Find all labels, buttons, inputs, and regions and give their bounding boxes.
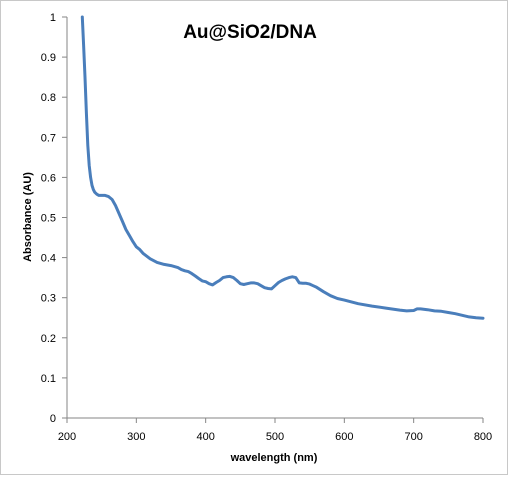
- series-layer: [80, 15, 485, 320]
- y-tick-label: 0.7: [41, 132, 56, 144]
- y-tick-label: 0.4: [41, 253, 56, 265]
- axes: [62, 16, 484, 423]
- y-tick-label: 0.1: [41, 373, 56, 385]
- y-tick-label: 0.8: [41, 92, 56, 104]
- x-tick-label: 400: [196, 431, 214, 443]
- y-tick-label: 0.3: [41, 293, 56, 305]
- x-axis-label: wavelength (nm): [230, 452, 318, 464]
- y-tick-label: 0.2: [41, 333, 56, 345]
- x-tick-label: 800: [474, 431, 492, 443]
- y-axis-label: Absorbance (AU): [22, 172, 34, 262]
- series-line-1: [80, 15, 485, 320]
- y-tick-label: 0.5: [41, 213, 56, 225]
- y-tick-label: 0: [50, 413, 56, 425]
- y-tick-label: 1: [50, 12, 56, 24]
- y-tick-label: 0.9: [41, 52, 56, 64]
- x-tick-label: 600: [335, 431, 353, 443]
- x-tick-label: 200: [58, 431, 76, 443]
- x-tick-label: 500: [266, 431, 284, 443]
- x-tick-label: 300: [127, 431, 145, 443]
- tick-labels: 0 0.1 0.2 0.3 0.4 0.5 0.6 0.7 0.8 0.9 1 200 300 400 50…: [41, 12, 492, 443]
- chart-title: Au@SiO2/DNA: [183, 22, 317, 43]
- y-tick-label: 0.6: [41, 172, 56, 184]
- x-tick-label: 700: [404, 431, 422, 443]
